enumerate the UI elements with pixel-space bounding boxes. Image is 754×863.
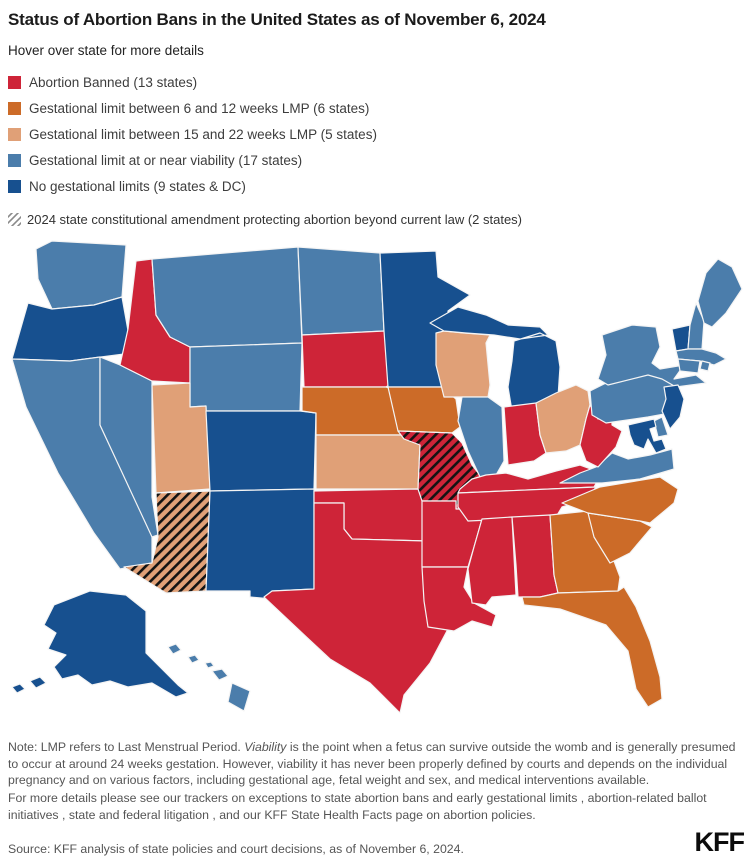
kff-logo[interactable]: KFF [694, 827, 745, 858]
state-vermont[interactable] [671, 324, 691, 352]
state-wisconsin[interactable] [435, 330, 491, 398]
state-new-hampshire[interactable] [687, 302, 705, 350]
page-title: Status of Abortion Bans in the United St… [8, 10, 546, 29]
legend-label: Gestational limit between 15 and 22 week… [29, 126, 377, 142]
state-virginia[interactable] [559, 448, 675, 484]
legend-swatch-banned [8, 75, 21, 89]
us-map [11, 240, 743, 714]
source-row: Source: KFF analysis of state policies a… [8, 827, 746, 858]
state-maryland[interactable] [627, 418, 667, 454]
state-delaware[interactable] [653, 416, 669, 438]
hover-hint: Hover over state for more details [8, 43, 204, 59]
state-washington[interactable] [35, 240, 127, 310]
legend-label: Gestational limit between 6 and 12 weeks… [29, 100, 370, 116]
state-kansas[interactable] [315, 434, 421, 490]
footnote: Note: LMP refers to Last Menstrual Perio… [8, 740, 736, 788]
state-rhode-island[interactable] [699, 360, 711, 372]
legend: Abortion Banned (13 states) Gestational … [0, 69, 754, 199]
legend-swatch-15-22-weeks [8, 127, 21, 141]
state-hawaii[interactable] [167, 643, 251, 712]
header: Status of Abortion Bans in the United St… [0, 0, 754, 58]
state-maine[interactable] [697, 258, 743, 328]
footer: Note: LMP refers to Last Menstrual Perio… [0, 735, 754, 856]
details-note: For more details please see our trackers… [8, 791, 707, 822]
legend-item-no-limits: No gestational limits (9 states & DC) [8, 173, 746, 199]
legend-label: Abortion Banned (13 states) [29, 74, 198, 90]
state-north-dakota[interactable] [297, 246, 385, 336]
state-connecticut[interactable] [677, 358, 701, 374]
state-texas[interactable] [263, 502, 449, 714]
legend-item-6-12-weeks: Gestational limit between 6 and 12 weeks… [8, 95, 746, 121]
amendment-legend: 2024 state constitutional amendment prot… [0, 209, 754, 229]
amendment-label: 2024 state constitutional amendment prot… [27, 211, 523, 227]
state-south-dakota[interactable] [301, 330, 393, 388]
state-louisiana[interactable] [421, 566, 497, 632]
hatch-pattern-icon [8, 212, 21, 226]
state-oregon[interactable] [11, 296, 133, 362]
legend-swatch-no-limits [8, 179, 21, 193]
legend-swatch-6-12-weeks [8, 101, 21, 115]
us-map-container [0, 235, 754, 735]
state-north-carolina[interactable] [561, 476, 679, 524]
legend-item-viability: Gestational limit at or near viability (… [8, 147, 746, 173]
source-text: Source: KFF analysis of state policies a… [8, 842, 464, 857]
state-mississippi[interactable] [467, 516, 517, 606]
legend-label: No gestational limits (9 states & DC) [29, 178, 246, 194]
viability-term: Viability [244, 740, 287, 755]
state-new-jersey[interactable] [661, 384, 685, 430]
state-alaska[interactable] [11, 590, 189, 698]
legend-item-banned: Abortion Banned (13 states) [8, 69, 746, 95]
legend-swatch-viability [8, 153, 21, 167]
state-montana[interactable] [151, 246, 303, 348]
state-florida[interactable] [521, 586, 663, 708]
state-colorado[interactable] [205, 410, 317, 492]
legend-item-15-22-weeks: Gestational limit between 15 and 22 week… [8, 121, 746, 147]
state-wyoming[interactable] [189, 342, 303, 412]
legend-label: Gestational limit at or near viability (… [29, 152, 303, 168]
state-new-mexico[interactable] [205, 488, 315, 600]
